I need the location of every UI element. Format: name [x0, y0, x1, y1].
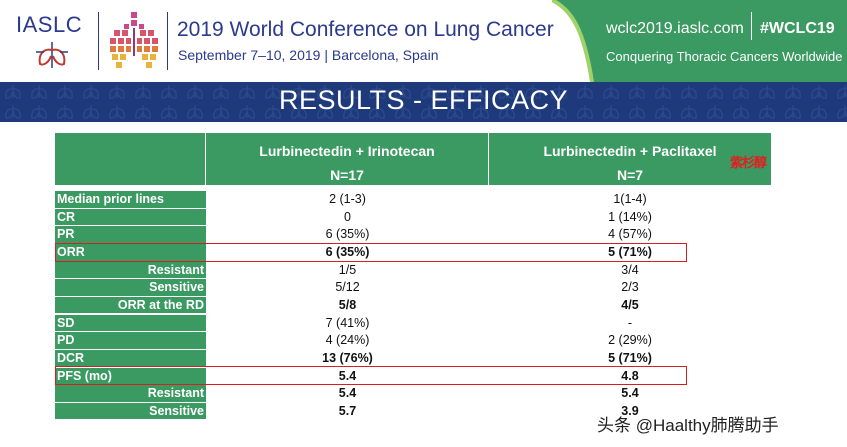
cell-irinotecan: 5.7: [338, 403, 357, 418]
conference-date: September 7–10, 2019 | Barcelona, Spain: [178, 47, 439, 63]
row-label: DCR: [55, 349, 206, 367]
cell-paclitaxel: 4 (57%): [608, 227, 652, 242]
cell-irinotecan: 2 (1-3): [329, 192, 366, 206]
row-label: ORR at the RD: [55, 296, 206, 314]
row-label: Sensitive: [55, 402, 206, 420]
cell-paclitaxel: -: [627, 315, 633, 330]
row-label: Sensitive: [55, 279, 206, 296]
paclitaxel-chinese-annotation: 紫杉醇: [730, 155, 767, 170]
title-bar-pattern: [0, 82, 847, 122]
row-label: CR: [55, 208, 206, 226]
table-header-corner: [55, 133, 206, 185]
pfs-highlight-box: [55, 366, 687, 385]
slide-title: RESULTS - EFFICACY: [278, 85, 569, 115]
header-divider: [98, 12, 99, 70]
cell-irinotecan: 7 (41%): [325, 315, 370, 330]
table-row: PD 4 (24%) 2 (29%): [55, 332, 771, 350]
conference-header: IASLC 2019 Wor: [0, 0, 847, 82]
column-header-paclitaxel: Lurbinectedin + Paclitaxel N=7: [489, 133, 771, 185]
cell-paclitaxel: 5.4: [621, 386, 639, 401]
logo-text: IASLC: [16, 12, 83, 37]
row-label: ORR: [55, 243, 206, 261]
table-row: Resistant 1/5 3/4: [55, 261, 771, 280]
row-label: Resistant: [55, 385, 206, 402]
title-bar: RESULTS - EFFICACY: [0, 82, 847, 122]
cell-paclitaxel: 3.9: [621, 403, 639, 418]
row-label: Median prior lines: [55, 191, 206, 208]
cell-paclitaxel: 4.8: [621, 368, 639, 383]
lungs-mosaic-icon: [110, 12, 158, 68]
table-row: Median prior lines 2 (1-3) 1(1-4): [55, 191, 771, 209]
cell-irinotecan: 6 (35%): [325, 227, 370, 242]
table-row: Sensitive 5.7 3.9: [55, 402, 771, 421]
source-watermark: 头条 @Haalthy肺腾助手: [597, 416, 779, 435]
cell-irinotecan: 0: [344, 209, 351, 224]
cell-irinotecan: 5/12: [335, 280, 360, 295]
table-row: Resistant 5.4 5.4: [55, 385, 771, 403]
row-label: PR: [55, 226, 206, 243]
conference-title: 2019 World Conference on Lung Cancer: [177, 18, 554, 41]
row-label: Resistant: [55, 261, 206, 279]
cell-irinotecan: 5.4: [338, 386, 357, 401]
table-row: PFS (mo) 5.4 4.8: [55, 367, 771, 386]
table-row: Sensitive 5/12 2/3: [55, 279, 771, 297]
table-row: CR 0 1 (14%): [55, 208, 771, 227]
column-header-n: N=7: [616, 167, 644, 183]
cell-irinotecan: 1/5: [338, 262, 357, 277]
row-label: SD: [55, 314, 206, 332]
cell-paclitaxel: 3/4: [621, 262, 639, 277]
column-header-name: Lurbinectedin + Irinotecan: [259, 143, 435, 159]
cell-paclitaxel: 1(1-4): [613, 192, 647, 206]
cell-irinotecan: 5.4: [338, 368, 357, 383]
hashtag: #WCLC19: [760, 20, 835, 37]
cell-paclitaxel: 1 (14%): [608, 209, 652, 224]
cell-paclitaxel: 2 (29%): [608, 333, 652, 348]
cell-irinotecan: 13 (76%): [322, 350, 373, 365]
cell-irinotecan: 6 (35%): [325, 244, 370, 259]
cell-irinotecan: 4 (24%): [325, 333, 370, 348]
header-divider: [751, 12, 752, 40]
cell-irinotecan: 5/8: [338, 297, 357, 312]
tagline: Conquering Thoracic Cancers Worldwide: [606, 49, 843, 64]
column-header-n: N=17: [330, 167, 364, 183]
cell-paclitaxel: 5 (71%): [608, 350, 652, 365]
orr-highlight-box: [55, 243, 687, 262]
column-header-name: Lurbinectedin + Paclitaxel: [543, 143, 717, 159]
table-row: ORR 6 (35%) 5 (71%): [55, 243, 771, 262]
row-label: PFS (mo): [55, 367, 206, 385]
lungs-emblem-icon: [36, 42, 68, 68]
table-row: SD 7 (41%) -: [55, 314, 771, 333]
row-label: PD: [55, 332, 206, 349]
cell-paclitaxel: 2/3: [621, 280, 639, 295]
efficacy-table: Lurbinectedin + Irinotecan N=17 Lurbinec…: [55, 133, 771, 421]
iaslc-logo: IASLC: [10, 10, 90, 72]
header-divider: [167, 12, 168, 70]
cell-paclitaxel: 5 (71%): [608, 244, 652, 259]
header-green-panel: [552, 0, 847, 82]
cell-paclitaxel: 4/5: [621, 297, 639, 312]
table-row: PR 6 (35%) 4 (57%): [55, 226, 771, 244]
site-url: wclc2019.iaslc.com: [606, 20, 744, 37]
table-row: DCR 13 (76%) 5 (71%): [55, 349, 771, 368]
table-row: ORR at the RD 5/8 4/5: [55, 296, 771, 315]
column-header-irinotecan: Lurbinectedin + Irinotecan N=17: [206, 133, 489, 185]
